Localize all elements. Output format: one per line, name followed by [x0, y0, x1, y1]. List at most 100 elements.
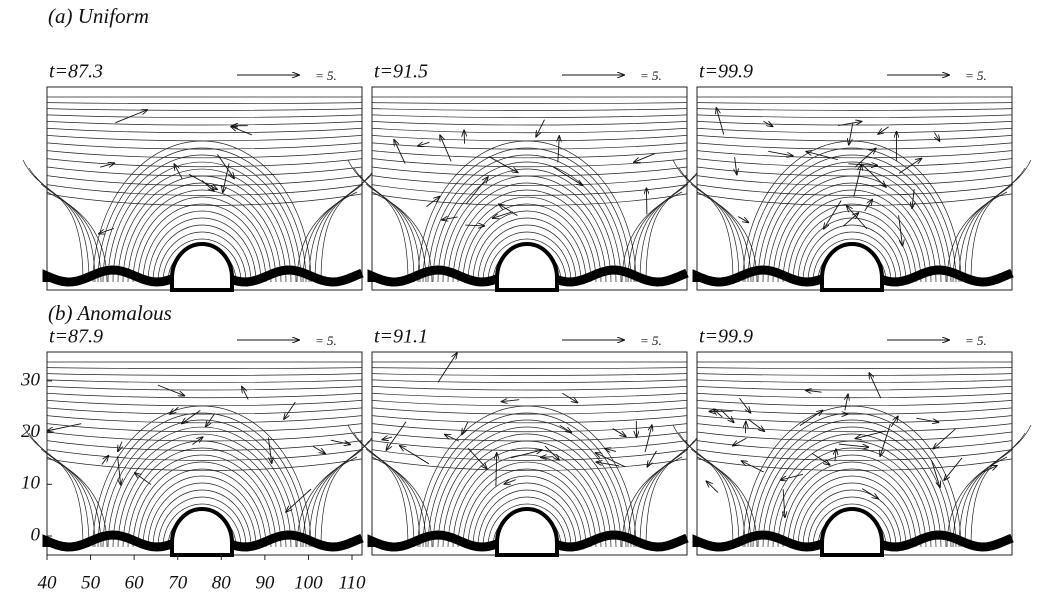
velocity-arrow: [223, 163, 230, 192]
velocity-arrow: [898, 215, 903, 246]
velocity-arrow: [394, 140, 406, 164]
field-line: [621, 456, 683, 548]
field-line: [371, 108, 688, 111]
field-line: [22, 424, 84, 548]
field-line: [696, 386, 1013, 391]
field-line: [672, 424, 734, 548]
field-line: [102, 419, 302, 548]
field-line: [946, 456, 1008, 548]
field-line: [970, 159, 1032, 283]
field-line: [296, 456, 358, 548]
y-tick-label: 20: [21, 421, 41, 442]
contour-panel: [347, 352, 707, 557]
velocity-arrow: [552, 166, 582, 186]
velocity-arrow: [206, 413, 216, 427]
field-line: [97, 412, 307, 548]
field-line: [696, 458, 1013, 471]
field-line: [802, 224, 902, 283]
field-line: [437, 168, 617, 283]
field-line: [639, 167, 701, 283]
x-tick-label: 40: [38, 572, 58, 593]
field-line: [107, 426, 297, 548]
velocity-arrow: [170, 406, 179, 414]
velocity-arrow: [880, 423, 891, 456]
velocity-arrow: [933, 428, 956, 449]
velocity-arrow: [849, 122, 854, 145]
row-title: (b) Anomalous: [48, 301, 172, 325]
field-line: [117, 175, 287, 283]
field-line: [627, 448, 689, 548]
field-line: [807, 231, 897, 283]
velocity-arrow: [462, 421, 469, 435]
velocity-arrow: [835, 449, 836, 462]
velocity-arrow: [418, 142, 430, 146]
x-tick-label: 90: [255, 572, 275, 593]
velocity-arrow: [864, 200, 873, 212]
field-line: [296, 191, 358, 283]
field-line: [92, 140, 312, 283]
field-line: [696, 175, 1013, 186]
velocity-arrow: [768, 150, 793, 156]
velocity-arrow: [735, 157, 737, 174]
scale-label: = 5.: [965, 333, 987, 348]
field-line: [757, 426, 947, 548]
velocity-arrow: [118, 441, 122, 452]
field-line: [157, 496, 247, 548]
field-line: [621, 191, 683, 283]
velocity-arrow: [188, 173, 217, 189]
velocity-arrow: [824, 200, 842, 228]
velocity-arrow: [644, 425, 652, 453]
field-line: [772, 447, 932, 548]
velocity-arrow: [647, 450, 657, 467]
field-line: [92, 405, 312, 548]
obstacle: [495, 507, 559, 557]
contour-panel: [672, 351, 1032, 557]
velocity-arrow: [157, 384, 184, 396]
field-line: [627, 183, 689, 283]
contour-panel: [347, 86, 707, 292]
field-line: [482, 231, 572, 283]
velocity-arrow: [720, 409, 734, 423]
field-line: [46, 367, 363, 369]
velocity-arrow: [174, 164, 183, 180]
field-line: [122, 182, 282, 283]
field-line: [40, 448, 102, 548]
field-line: [46, 108, 363, 111]
field-line: [46, 142, 363, 150]
field-line: [696, 108, 1013, 111]
field-line: [678, 167, 740, 283]
field-line: [371, 386, 688, 391]
field-line: [371, 392, 688, 399]
velocity-arrow: [845, 394, 848, 411]
field-line: [112, 168, 292, 283]
field-line: [467, 475, 587, 548]
velocity-arrow: [499, 204, 518, 216]
field-line: [46, 386, 363, 391]
field-line: [371, 158, 688, 168]
x-tick-label: 60: [125, 572, 145, 593]
field-line: [314, 432, 376, 548]
field-line: [696, 456, 758, 548]
field-line: [162, 238, 242, 283]
field-line: [696, 127, 1013, 134]
velocity-arrow: [739, 397, 750, 413]
velocity-arrow: [737, 216, 748, 223]
field-line: [353, 432, 415, 548]
field-line: [137, 203, 267, 283]
velocity-arrow: [117, 456, 121, 484]
field-line: [487, 503, 567, 548]
velocity-arrow: [312, 445, 325, 453]
field-line: [457, 196, 597, 283]
velocity-arrow: [806, 152, 838, 161]
velocity-arrow: [799, 410, 823, 427]
obstacle: [820, 242, 884, 292]
field-line: [97, 147, 307, 283]
field-line: [147, 217, 257, 283]
contour-panel: [22, 86, 382, 292]
field-line: [752, 154, 952, 283]
field-line: [482, 496, 572, 548]
field-line: [802, 489, 902, 548]
field-line: [371, 456, 433, 548]
velocity-arrow: [242, 387, 249, 400]
scale-label: = 5.: [315, 333, 337, 348]
